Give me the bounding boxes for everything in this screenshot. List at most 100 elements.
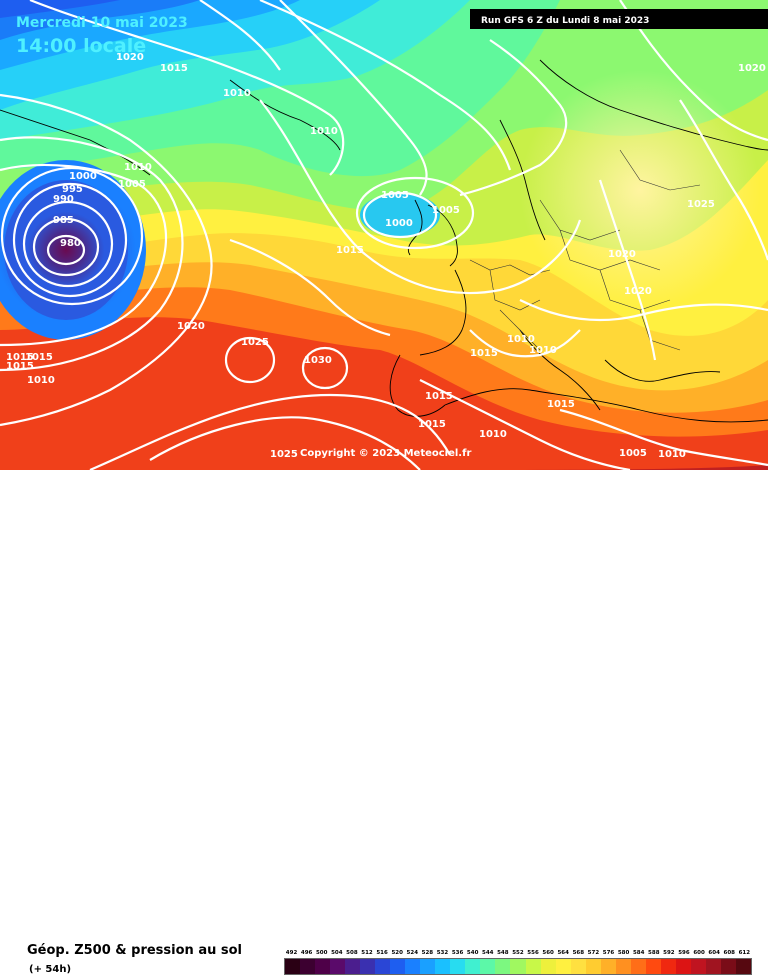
isobar-label: 1005 xyxy=(381,190,409,201)
isobar-label: 1020 xyxy=(624,286,652,297)
color-scale-swatch xyxy=(420,959,436,974)
color-scale-label: 520 xyxy=(391,950,403,956)
isobar-label: 1015 xyxy=(547,399,575,410)
color-scale-label: 500 xyxy=(315,950,328,956)
color-scale-swatch xyxy=(690,959,706,974)
isobar-label: 1015 xyxy=(425,391,453,402)
color-scale-label: 504 xyxy=(331,950,343,956)
color-scale-label: 492 xyxy=(285,950,298,956)
isobar-label: 1010 xyxy=(529,345,557,356)
color-scale-swatch xyxy=(450,959,466,974)
weather-map: 1020 1015 1010 1010 1010 1005 1000 995 9… xyxy=(0,0,768,470)
legend-footer: Géop. Z500 & pression au sol (+ 54h) 492… xyxy=(0,470,768,975)
coastlines xyxy=(0,59,768,423)
color-scale-swatch xyxy=(360,959,376,974)
color-scale-label: 552 xyxy=(512,950,524,956)
isobar-label: 1010 xyxy=(658,449,686,460)
color-scale-swatch xyxy=(570,959,586,974)
color-scale-label: 528 xyxy=(421,950,434,956)
isobar-label: 1005 xyxy=(619,448,647,459)
color-scale-swatch xyxy=(390,959,406,974)
color-scale-swatch xyxy=(480,959,496,974)
color-scale-swatch xyxy=(315,959,331,974)
pressure-center-low: 1000 xyxy=(385,218,413,229)
color-scale-label: 592 xyxy=(663,950,675,956)
legend-title: Géop. Z500 & pression au sol xyxy=(27,943,242,958)
isobar-label: 1000 xyxy=(69,171,97,182)
color-scale-label: 556 xyxy=(527,950,539,956)
color-scale-swatch xyxy=(735,959,751,974)
color-scale-swatch xyxy=(720,959,736,974)
color-scale-swatch xyxy=(630,959,646,974)
isobar-label: 1015 xyxy=(336,245,364,256)
isobar-label: 1015 xyxy=(470,348,498,359)
isobar-label: 1010 xyxy=(479,429,507,440)
color-scale: 492 496 500 504 508 512 516 520 524 528 532 536 540 5… xyxy=(284,949,752,975)
color-scale-swatch xyxy=(300,959,316,974)
color-scale-label: 596 xyxy=(678,950,690,956)
run-info: Run GFS 6 Z du Lundi 8 mai 2023 xyxy=(481,16,649,26)
isobar-label: 1010 xyxy=(27,375,55,386)
color-scale-labels: 492 496 500 504 508 512 516 520 524 528 532 536 540 5… xyxy=(284,949,752,958)
color-scale-swatch xyxy=(660,959,676,974)
color-scale-swatch xyxy=(615,959,631,974)
color-scale-label: 532 xyxy=(436,950,449,956)
color-scale-label: 516 xyxy=(376,950,388,956)
isobar-label: 1020 xyxy=(116,52,144,63)
isobar-label: 1020 xyxy=(608,249,636,260)
isobar-lines xyxy=(0,0,768,470)
color-scale-label: 568 xyxy=(572,950,585,956)
color-scale-swatch xyxy=(510,959,526,974)
geopotential-field xyxy=(0,0,768,470)
color-scale-swatch xyxy=(375,959,391,974)
isobar-label: 990 xyxy=(53,194,74,205)
color-scale-swatch xyxy=(555,959,571,974)
legend-subtitle: (+ 54h) xyxy=(29,964,72,975)
isobar-label: 1010 xyxy=(223,88,251,99)
isobar-label: 1010 xyxy=(310,126,338,137)
color-scale-bar xyxy=(284,958,752,975)
isobar-label: 1025 xyxy=(687,199,715,210)
country-borders xyxy=(469,149,701,351)
color-scale-label: 548 xyxy=(497,950,509,956)
pressure-center-high: 1030 xyxy=(304,355,332,366)
color-scale-label: 536 xyxy=(451,950,464,956)
color-scale-label: 588 xyxy=(648,950,660,956)
run-banner xyxy=(470,9,768,29)
isobar-labels: 1020 1015 1010 1010 1010 1005 1000 995 9… xyxy=(6,52,766,460)
color-scale-label: 540 xyxy=(466,950,479,956)
copyright: Copyright © 2023 Meteociel.fr xyxy=(300,448,471,459)
color-scale-label: 580 xyxy=(617,950,630,956)
color-scale-label: 612 xyxy=(738,950,751,956)
isobar-label: 1020 xyxy=(738,63,766,74)
isobar-label: 1020 xyxy=(177,321,205,332)
color-scale-swatch xyxy=(405,959,421,974)
isobar-label: 1015 xyxy=(6,361,34,372)
color-scale-swatch xyxy=(675,959,691,974)
color-scale-label: 496 xyxy=(300,950,313,956)
color-scale-label: 560 xyxy=(542,950,554,956)
color-scale-label: 544 xyxy=(482,950,494,956)
isobar-label: 1015 xyxy=(6,352,34,363)
color-scale-swatch xyxy=(330,959,346,974)
color-scale-swatch xyxy=(645,959,661,974)
isobar-label: 1015 xyxy=(25,352,53,363)
isobar-label: 1015 xyxy=(160,63,188,74)
map-canvas: 1020 1015 1010 1010 1010 1005 1000 995 9… xyxy=(0,0,768,470)
isobar-label: 995 xyxy=(62,184,83,195)
color-scale-label: 564 xyxy=(557,950,569,956)
color-scale-swatch xyxy=(465,959,481,974)
color-scale-swatch xyxy=(600,959,616,974)
color-scale-swatch xyxy=(285,959,301,974)
color-scale-swatch xyxy=(540,959,556,974)
color-scale-label: 600 xyxy=(693,950,705,956)
pressure-center-low: 980 xyxy=(60,238,81,249)
color-scale-swatch xyxy=(435,959,451,974)
isobar-label: 985 xyxy=(53,215,74,226)
color-scale-label: 608 xyxy=(723,950,735,956)
isobar-label: 1015 xyxy=(418,419,446,430)
color-scale-label: 572 xyxy=(587,950,600,956)
color-scale-swatch xyxy=(585,959,601,974)
isobar-label: 1010 xyxy=(507,334,535,345)
isobar-label: 1025 xyxy=(270,449,298,460)
